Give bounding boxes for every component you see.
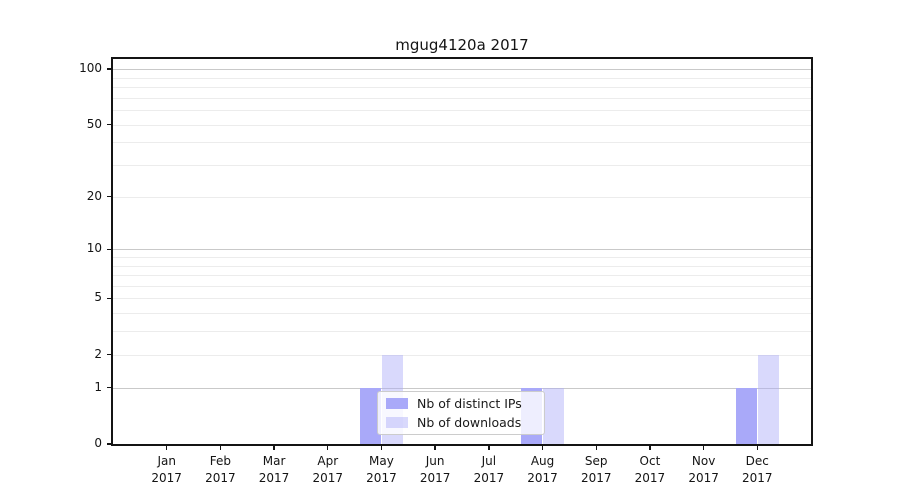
x-tick-label-sep: Sep 2017 <box>569 453 623 486</box>
x-tick-year: 2017 <box>580 470 612 485</box>
x-tickmark <box>273 444 275 450</box>
y-minor-gridline <box>113 110 811 112</box>
legend-item-distinct-ips: Nb of distinct IPs <box>386 396 544 411</box>
x-tick-year: 2017 <box>527 470 558 485</box>
bar-downloads <box>757 354 779 444</box>
legend: Nb of distinct IPs Nb of downloads <box>377 391 545 435</box>
y-minor-gridline <box>113 124 811 126</box>
y-minor-gridline <box>113 257 811 258</box>
x-tickmark <box>327 444 329 450</box>
y-tick-label: 50 <box>86 116 102 131</box>
y-tick-label: 5 <box>94 290 102 305</box>
bar-distinct-ips <box>359 387 381 444</box>
y-minor-gridline <box>113 285 811 287</box>
x-tick-label-oct: Oct 2017 <box>623 453 677 486</box>
y-tick-label: 0 <box>94 436 102 450</box>
x-tick-label-jan: Jan 2017 <box>140 453 194 486</box>
x-tick-label-nov: Nov 2017 <box>677 453 731 486</box>
y-tickmark <box>107 68 113 70</box>
chart-title: mgug4120a 2017 <box>395 36 529 54</box>
bar-downloads <box>543 387 565 444</box>
y-tickmark <box>107 297 113 300</box>
y-minor-gridline <box>113 265 811 267</box>
x-tick-year: 2017 <box>205 470 236 485</box>
x-tickmark <box>434 444 436 450</box>
x-tick-year: 2017 <box>366 470 397 485</box>
y-tickmark <box>107 123 113 126</box>
x-tick-year: 2017 <box>258 470 290 485</box>
y-tick-label: 100 <box>79 61 102 76</box>
y-tick-label: 20 <box>86 188 102 203</box>
y-tickmark <box>107 248 113 250</box>
x-tick-label-apr: Apr 2017 <box>301 453 355 486</box>
y-minor-gridline <box>113 97 811 99</box>
legend-swatch-distinct-ips <box>386 398 408 409</box>
x-tick-year: 2017 <box>688 470 719 485</box>
y-major-gridline <box>113 249 811 251</box>
y-minor-gridline <box>113 196 811 198</box>
x-tick-year: 2017 <box>634 470 666 485</box>
x-tick-year: 2017 <box>419 470 451 485</box>
y-minor-gridline <box>113 298 811 300</box>
y-tickmark <box>107 387 113 389</box>
legend-swatch-downloads <box>386 417 408 428</box>
x-tickmark <box>541 444 544 450</box>
y-major-gridline <box>113 387 811 389</box>
x-tickmark <box>595 444 597 450</box>
x-tick-label-feb: Feb 2017 <box>193 453 247 486</box>
y-major-gridline <box>113 69 811 71</box>
x-tickmark <box>219 444 222 450</box>
y-minor-gridline <box>113 77 811 79</box>
x-tickmark <box>380 444 383 450</box>
legend-item-downloads: Nb of downloads <box>386 415 544 430</box>
y-tickmark <box>107 196 113 198</box>
x-tick-year: 2017 <box>151 470 182 485</box>
x-tickmark <box>756 444 758 450</box>
y-tick-label: 1 <box>94 379 102 394</box>
y-minor-gridline <box>113 275 811 277</box>
bar-distinct-ips <box>735 387 757 444</box>
x-tickmark <box>702 444 705 450</box>
x-tick-label-jul: Jul 2017 <box>462 453 516 486</box>
x-tickmark <box>649 444 651 450</box>
x-tick-label-mar: Mar 2017 <box>247 453 301 486</box>
x-tickmark <box>488 444 490 450</box>
x-tick-label-aug: Aug 2017 <box>516 453 570 486</box>
x-tick-label-may: May 2017 <box>354 453 408 486</box>
y-minor-gridline <box>113 331 811 333</box>
x-tick-year: 2017 <box>473 470 505 485</box>
y-minor-gridline <box>113 313 811 315</box>
y-tickmark <box>107 443 113 445</box>
x-tick-label-jun: Jun 2017 <box>408 453 462 486</box>
legend-label: Nb of distinct IPs <box>417 396 522 411</box>
y-tickmark <box>107 354 113 356</box>
y-minor-gridline <box>113 87 811 89</box>
y-minor-gridline <box>113 354 811 356</box>
y-minor-gridline <box>113 165 811 167</box>
x-tick-label-dec: Dec 2017 <box>730 453 784 486</box>
y-tick-label: 2 <box>94 346 102 361</box>
x-tick-year: 2017 <box>312 470 344 485</box>
y-minor-gridline <box>113 142 811 144</box>
x-tick-year: 2017 <box>742 470 773 485</box>
legend-label: Nb of downloads <box>417 415 522 430</box>
y-tick-label: 10 <box>86 241 102 256</box>
x-tickmark <box>165 444 168 450</box>
